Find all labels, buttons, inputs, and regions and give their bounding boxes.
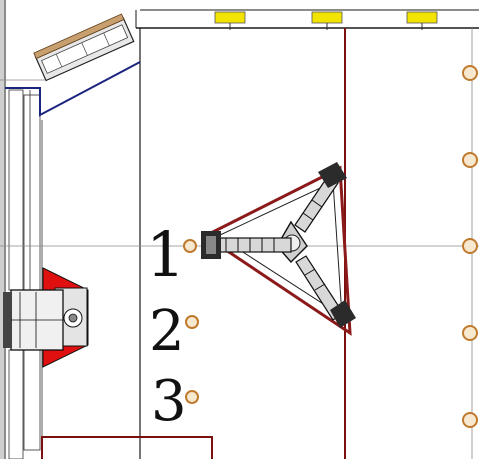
triangle-truss-icon [201, 162, 356, 336]
yellow-fixture-icon [214, 11, 438, 30]
red-platform-block [3, 267, 89, 368]
handwritten-label-3: 3 [151, 369, 187, 434]
tilted-equipment-block [33, 13, 135, 82]
circle-marker-icon [183, 65, 478, 428]
handwritten-labels: 1 2 3 [146, 218, 187, 434]
navy-boundary-line [5, 61, 141, 117]
handwritten-label-2: 2 [149, 299, 185, 364]
bottom-red-outline [41, 436, 213, 459]
handwritten-label-1: 1 [146, 218, 185, 291]
left-wall-panels [8, 89, 43, 459]
